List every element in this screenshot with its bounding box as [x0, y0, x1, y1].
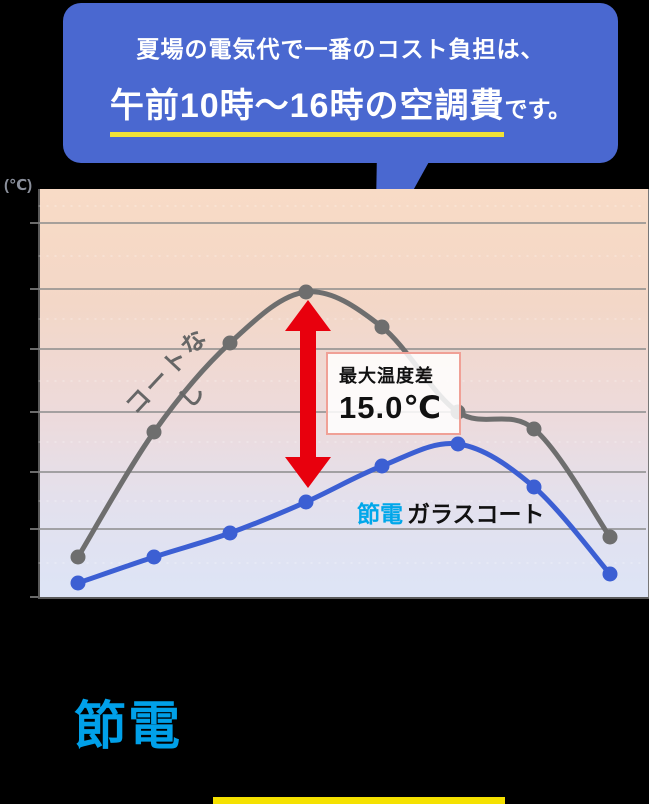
max-diff-arrow [285, 300, 331, 488]
series-marker-coat [450, 436, 466, 452]
series-marker-coat [374, 458, 390, 474]
series-marker-coat [298, 494, 314, 510]
footer-highlight-text: 節電 [74, 698, 183, 756]
series-marker-no-coat [298, 284, 314, 300]
series-label-coat-suffix: ガラスコート [407, 501, 545, 527]
series-marker-no-coat [602, 529, 618, 545]
series-marker-no-coat [222, 335, 238, 351]
series-label-coat-prefix: 節電 [357, 501, 403, 527]
series-marker-no-coat [526, 421, 542, 437]
series-marker-coat [70, 575, 86, 591]
series-label-coat: 節電 ガラスコート [357, 495, 545, 529]
headline-emphasis: 午前10時〜16時の空調費 [109, 78, 505, 137]
series-marker-coat [526, 479, 542, 495]
max-temp-diff-value: 15.0℃ [339, 390, 442, 425]
headline-line1: 夏場の電気代で一番のコスト負担は、 [136, 35, 545, 62]
max-temp-diff-title: 最大温度差 [339, 366, 434, 386]
series-marker-coat [146, 549, 162, 565]
series-marker-no-coat [146, 424, 162, 440]
headline-speech-bubble: 夏場の電気代で一番のコスト負担は、 午前10時〜16時の空調費 です。 [63, 3, 618, 163]
y-axis-unit-label: (℃) [4, 177, 33, 194]
footer-yellow-underline [213, 797, 505, 804]
series-marker-no-coat [374, 319, 390, 335]
series-marker-coat [602, 566, 618, 582]
headline-suffix: です。 [504, 95, 572, 122]
series-marker-coat [222, 525, 238, 541]
headline-line2: 午前10時〜16時の空調費 です。 [109, 78, 572, 137]
series-marker-no-coat [70, 549, 86, 565]
max-temp-diff-callout: 最大温度差 15.0℃ [326, 352, 461, 435]
